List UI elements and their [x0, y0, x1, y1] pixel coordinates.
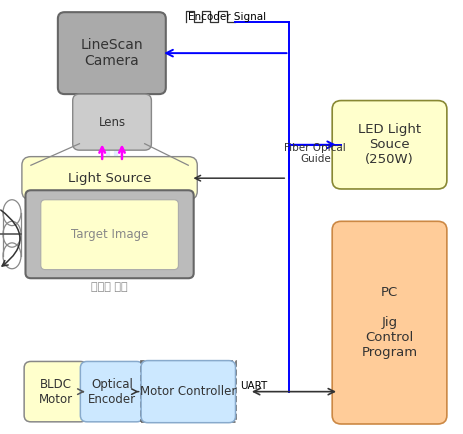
Text: Encoder Signal: Encoder Signal	[188, 12, 266, 22]
Text: LineScan
Camera: LineScan Camera	[81, 38, 143, 68]
Text: Light Source: Light Source	[68, 172, 151, 185]
FancyBboxPatch shape	[58, 12, 165, 94]
FancyBboxPatch shape	[24, 362, 87, 422]
FancyBboxPatch shape	[41, 200, 178, 270]
Text: LED Light
Souce
(250W): LED Light Souce (250W)	[357, 123, 420, 166]
FancyBboxPatch shape	[141, 361, 235, 423]
Text: Lens: Lens	[98, 115, 125, 128]
FancyBboxPatch shape	[73, 94, 151, 150]
FancyBboxPatch shape	[25, 190, 193, 278]
Text: Target Image: Target Image	[71, 228, 148, 241]
Text: Fiber Opical
Guide: Fiber Opical Guide	[284, 143, 345, 164]
FancyBboxPatch shape	[22, 157, 197, 200]
Text: Optical
Encoder: Optical Encoder	[88, 378, 136, 406]
Text: 원통형 드럼: 원통형 드럼	[91, 282, 128, 292]
Text: UART: UART	[239, 381, 267, 391]
Text: BLDC
Motor: BLDC Motor	[38, 378, 73, 406]
FancyBboxPatch shape	[80, 362, 143, 422]
Text: Motor Controller: Motor Controller	[140, 385, 236, 398]
FancyBboxPatch shape	[332, 221, 446, 424]
Text: PC

Jig
Control
Program: PC Jig Control Program	[361, 286, 417, 359]
FancyBboxPatch shape	[332, 101, 446, 189]
